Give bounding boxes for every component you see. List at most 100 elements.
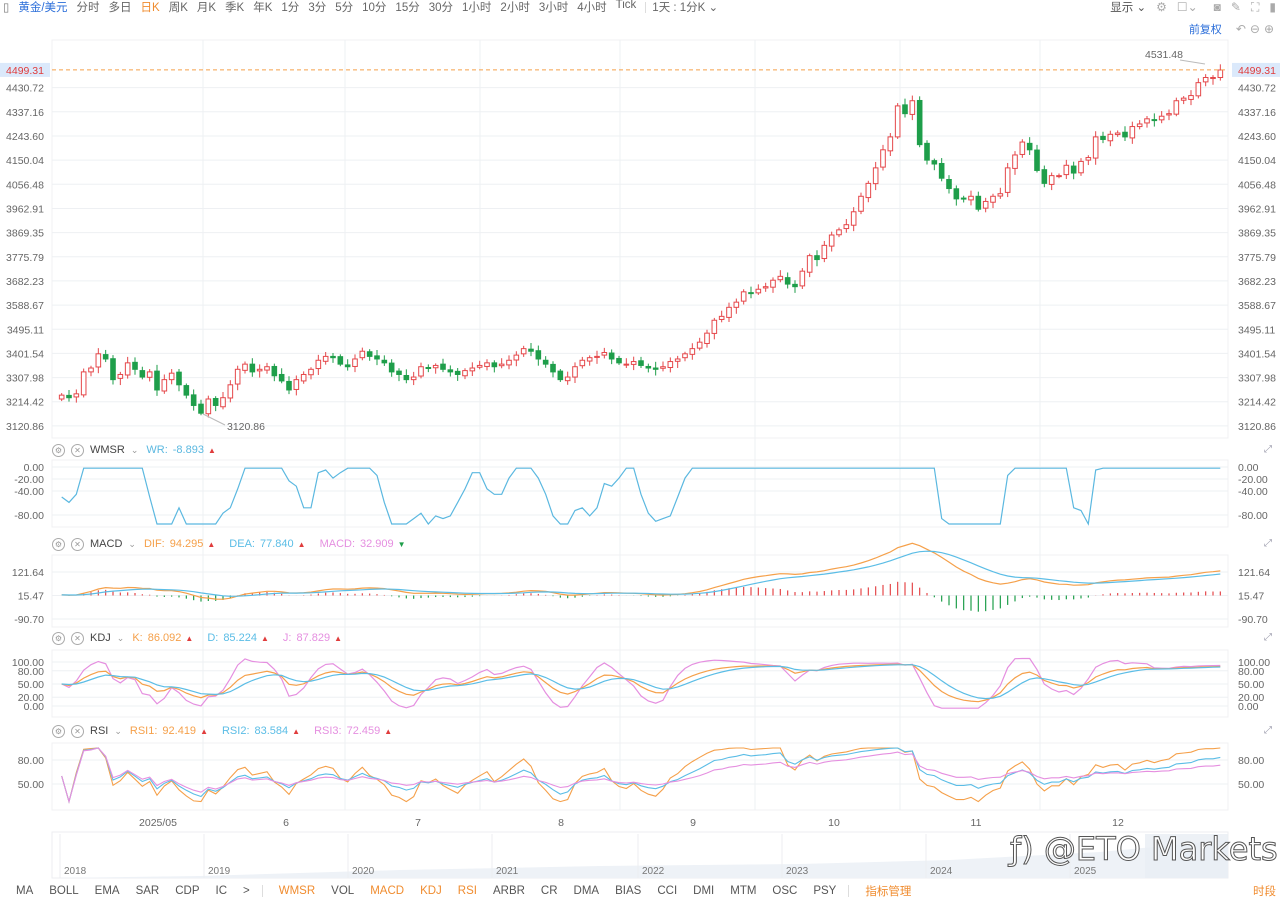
arrow-up-icon: ▲ <box>334 633 343 643</box>
period-tab[interactable]: 周K <box>168 2 188 14</box>
indicator-toggle[interactable]: CCI <box>657 885 678 897</box>
svg-text:3588.67: 3588.67 <box>1238 300 1276 312</box>
period-tab[interactable]: 多日 <box>108 2 132 14</box>
wr-value: -8.893 <box>172 444 204 456</box>
wmsr-settings-gear-icon[interactable]: ⚙ <box>52 443 65 457</box>
indicator-toggle[interactable]: CR <box>540 885 558 897</box>
period-tab[interactable]: Tick <box>615 0 637 11</box>
fullscreen-icon[interactable]: ⛶ <box>1250 0 1260 14</box>
indicator-toggle[interactable]: DMA <box>573 885 600 897</box>
symbol-selector[interactable]: 黄金/美元 <box>18 2 68 14</box>
indicator-bar: MA BOLL EMA SAR CDP IC > WMSR VOL MACD KDJ RSI ARBR… <box>0 884 1280 898</box>
indicator-toggle[interactable]: ARBR <box>492 885 525 897</box>
period-tab[interactable]: 1分 <box>281 2 300 14</box>
rsi2-label: RSI2: <box>221 725 250 737</box>
indicator-toggle[interactable]: WMSR <box>278 885 316 897</box>
svg-text:4150.04: 4150.04 <box>6 155 44 167</box>
period-tab[interactable]: 10分 <box>362 2 387 14</box>
indicator-toggle[interactable]: CDP <box>175 885 200 897</box>
rsi-settings-gear-icon[interactable]: ⚙ <box>52 724 65 738</box>
macd-close-icon[interactable]: ✕ <box>71 537 84 551</box>
chevron-down-icon[interactable]: ⌄ <box>130 444 139 455</box>
rsi-expand-icon[interactable]: ⤢ <box>1264 725 1272 736</box>
indicator-toggle[interactable]: PSY <box>813 885 837 897</box>
svg-text:100.00: 100.00 <box>1238 657 1270 669</box>
svg-text:0.00: 0.00 <box>24 462 45 474</box>
svg-text:2025/05: 2025/05 <box>139 817 177 829</box>
indicator-toggle[interactable]: IC <box>215 885 228 897</box>
panel-toggle-icon[interactable]: ▮ <box>1269 0 1276 14</box>
period-tab[interactable]: 分时 <box>76 2 100 14</box>
zoom-in-icon[interactable]: ⊕ <box>1263 22 1274 36</box>
indicator-toggle[interactable]: MTM <box>730 885 757 897</box>
indicator-toggle[interactable]: OSC <box>772 885 798 897</box>
svg-text:4499.31: 4499.31 <box>6 65 44 77</box>
period-tab[interactable]: 5分 <box>335 2 354 14</box>
period-tab[interactable]: 日K <box>140 2 160 14</box>
chevron-down-icon[interactable]: ⌄ <box>116 632 125 643</box>
svg-text:7: 7 <box>415 817 421 829</box>
adjust-mode-button[interactable]: 前复权 <box>1188 24 1222 36</box>
period-tab[interactable]: 15分 <box>395 2 420 14</box>
period-tab[interactable]: 30分 <box>428 2 454 14</box>
display-dropdown[interactable]: 显示 ⌄ <box>1110 2 1147 14</box>
zoom-out-icon[interactable]: ⊖ <box>1249 22 1260 36</box>
kdj-expand-icon[interactable]: ⤢ <box>1264 632 1272 643</box>
indicator-toggle[interactable]: BIAS <box>615 885 642 897</box>
settings-gear-icon[interactable]: ⚙ <box>1156 0 1167 14</box>
period-tab[interactable]: 月K <box>196 2 217 14</box>
dif-label: DIF: <box>143 538 165 550</box>
layout-select-icon[interactable]: ☐⌄ <box>1176 0 1198 14</box>
indicator-toggle[interactable]: BOLL <box>49 885 79 897</box>
period-tab[interactable]: 年K <box>253 2 273 14</box>
wmsr-close-icon[interactable]: ✕ <box>71 443 84 457</box>
custom-period-dropdown[interactable]: 1天 : 1分K ⌄ <box>652 2 719 14</box>
wmsr-expand-icon[interactable]: ⤢ <box>1264 444 1272 455</box>
indicator-toggle[interactable]: > <box>243 885 250 897</box>
svg-text:0.00: 0.00 <box>1238 462 1259 474</box>
macd-name: MACD <box>90 538 123 550</box>
screenshot-camera-icon[interactable]: ◙ <box>1213 0 1221 14</box>
k-label: K: <box>132 632 143 644</box>
rsi-header: ⚙ ✕ RSI ⌄ RSI1: 92.419 ▲ RSI2: 83.584 ▲ … <box>52 724 406 738</box>
svg-text:-20.00: -20.00 <box>1238 474 1268 486</box>
period-tab[interactable]: 2小时 <box>500 2 530 14</box>
period-tab[interactable]: 3分 <box>308 2 327 14</box>
svg-text:3962.91: 3962.91 <box>1238 203 1276 215</box>
indicator-toggle[interactable]: KDJ <box>420 885 442 897</box>
svg-text:2020: 2020 <box>352 866 375 877</box>
kdj-close-icon[interactable]: ✕ <box>71 631 84 645</box>
indicator-toggle[interactable]: SAR <box>135 885 160 897</box>
rsi1-label: RSI1: <box>129 725 158 737</box>
session-button[interactable]: 时段 <box>1253 886 1276 898</box>
svg-text:3495.11: 3495.11 <box>7 324 44 336</box>
kdj-settings-gear-icon[interactable]: ⚙ <box>52 631 65 645</box>
macd-settings-gear-icon[interactable]: ⚙ <box>52 537 65 551</box>
period-tab[interactable]: 3小时 <box>538 2 569 14</box>
macd-header: ⚙ ✕ MACD ⌄ DIF: 94.295 ▲ DEA: 77.840 ▲ M… <box>52 537 420 551</box>
indicator-manage-button[interactable]: 指标管理 <box>865 886 912 898</box>
period-tab[interactable]: 4小时 <box>577 2 607 14</box>
svg-text:3401.54: 3401.54 <box>6 348 44 360</box>
svg-text:-80.00: -80.00 <box>1238 510 1268 522</box>
macd-value: 32.909 <box>360 538 394 550</box>
layout-icon[interactable]: ▯ <box>3 2 10 14</box>
indicator-toggle[interactable]: DMI <box>693 885 715 897</box>
arrow-up-icon: ▲ <box>292 726 301 736</box>
indicator-toggle[interactable]: EMA <box>94 885 120 897</box>
j-value: 87.829 <box>296 632 331 644</box>
wmsr-header: ⚙ ✕ WMSR ⌄ WR: -8.893 ▲ <box>52 443 230 457</box>
indicator-toggle[interactable]: VOL <box>331 885 355 897</box>
chevron-down-icon[interactable]: ⌄ <box>114 725 122 736</box>
indicator-toggle[interactable]: MACD <box>370 885 405 897</box>
draw-pencil-icon[interactable]: ✎ <box>1230 0 1241 14</box>
undo-icon[interactable]: ↶ <box>1235 22 1246 36</box>
period-tab[interactable]: 1小时 <box>462 2 492 14</box>
chevron-down-icon[interactable]: ⌄ <box>128 538 136 549</box>
indicator-toggle[interactable]: MA <box>16 885 34 897</box>
period-tab[interactable]: 季K <box>225 2 245 14</box>
macd-expand-icon[interactable]: ⤢ <box>1264 538 1272 549</box>
rsi-close-icon[interactable]: ✕ <box>71 724 84 738</box>
indicator-toggle[interactable]: RSI <box>457 885 477 897</box>
